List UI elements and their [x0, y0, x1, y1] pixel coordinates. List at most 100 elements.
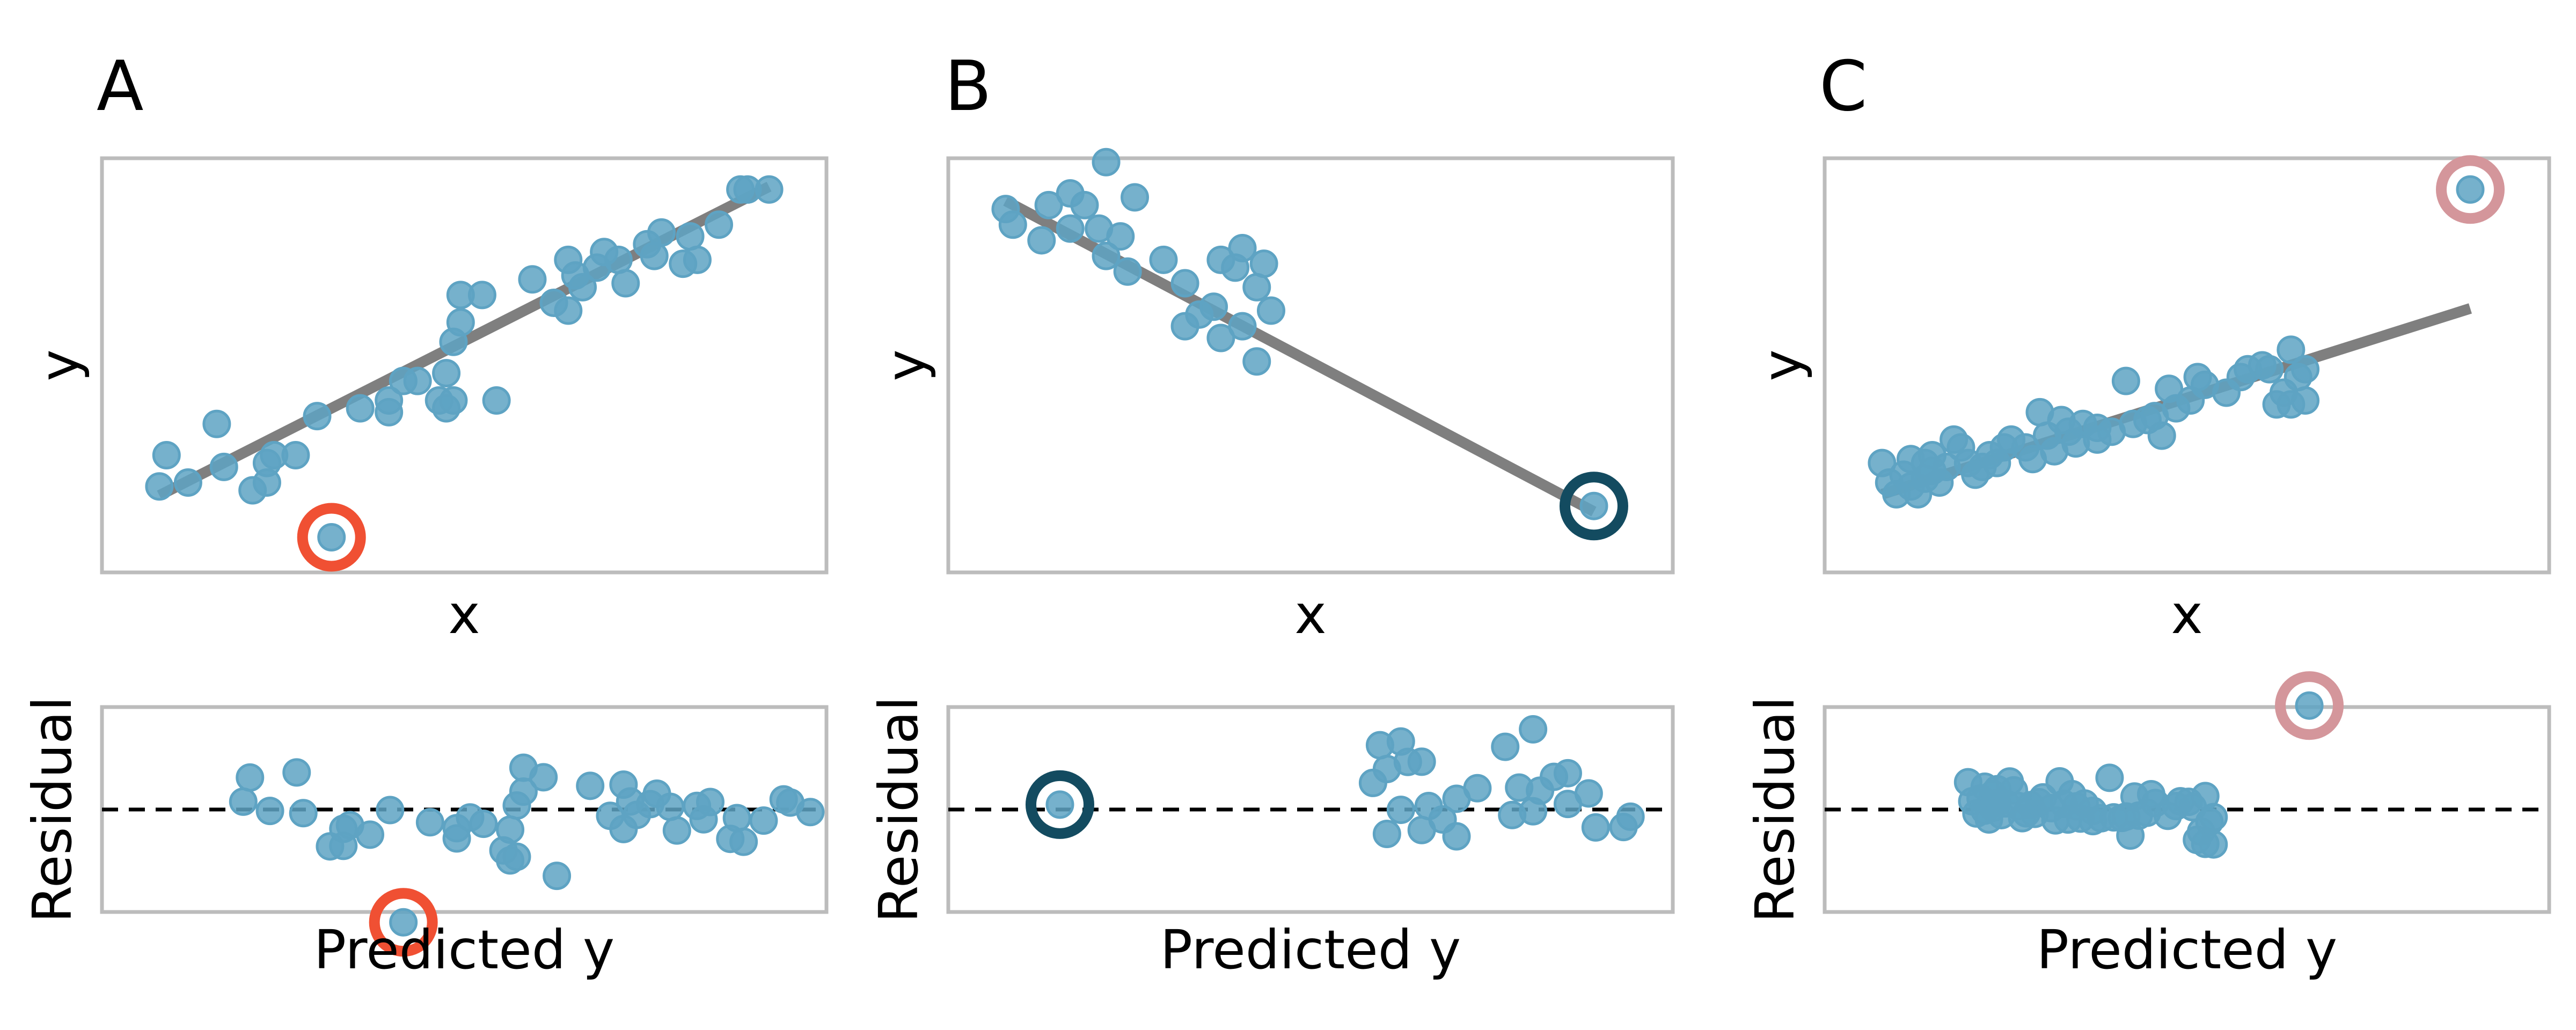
residual-point: [1505, 773, 1534, 802]
residual-point: [496, 815, 525, 844]
outlier-point: [2456, 175, 2485, 204]
data-point: [432, 359, 461, 388]
scatter-plot: x y: [874, 148, 1675, 646]
data-point: [647, 218, 676, 247]
residual-point: [529, 763, 558, 792]
outlier-residual-highlight-ring: [2275, 671, 2344, 740]
data-point: [1228, 234, 1257, 263]
residual-point: [749, 806, 778, 835]
data-point: [375, 386, 404, 415]
plot-frame: [100, 156, 829, 575]
residual-point: [282, 758, 311, 787]
data-point: [446, 308, 475, 337]
data-point: [2147, 421, 2176, 450]
panel-letter: A: [97, 47, 144, 127]
residual-point: [1358, 768, 1387, 797]
residual-point: [1498, 800, 1527, 829]
data-point: [467, 281, 496, 310]
data-point: [1149, 245, 1178, 274]
residual-point: [2095, 763, 2124, 792]
data-point: [281, 441, 310, 470]
panel-a: A x y Predicted y Residual: [21, 47, 829, 981]
outlier-highlight-ring: [297, 503, 366, 572]
residual-point: [1407, 815, 1436, 844]
data-point: [439, 386, 468, 415]
outlier-point: [317, 523, 346, 551]
residual-point: [1442, 784, 1471, 813]
outlier-residual-highlight-ring: [369, 888, 438, 957]
data-point: [2255, 355, 2284, 384]
data-point: [482, 386, 511, 415]
residual-y-axis-label: Residual: [867, 696, 930, 923]
data-point: [2277, 335, 2306, 364]
residual-points-layer: [229, 753, 825, 957]
plot-frame: [1823, 156, 2551, 575]
residual-point: [2199, 830, 2228, 859]
data-point: [1027, 226, 1056, 255]
residual-point: [1414, 791, 1443, 820]
residual-y-axis-label: Residual: [21, 696, 84, 923]
residual-point: [1609, 813, 1638, 842]
data-point: [1121, 183, 1150, 212]
residual-point: [236, 763, 265, 792]
residual-x-axis-label: Predicted y: [314, 918, 614, 981]
panel-c: C x y Predicted y Residual: [1744, 47, 2551, 981]
residual-point: [656, 792, 685, 821]
data-point: [705, 210, 734, 239]
data-point: [1228, 312, 1257, 341]
outlier-residual-highlight-ring: [1025, 770, 1094, 839]
data-point: [145, 472, 174, 501]
residual-point: [1372, 820, 1401, 849]
x-axis-label: x: [2171, 583, 2202, 646]
residual-point: [543, 862, 572, 891]
outlier-point: [1579, 491, 1608, 520]
residual-plot: Predicted y Residual: [867, 696, 1675, 981]
data-point: [518, 265, 547, 294]
residual-points-layer: [1025, 715, 1645, 851]
residual-point: [722, 804, 751, 833]
outlier-residual-point: [389, 908, 418, 937]
data-point: [202, 409, 231, 438]
data-point: [346, 394, 375, 423]
outlier-residual-point: [2295, 691, 2324, 720]
panel-b: B x y Predicted y Residual: [867, 47, 1675, 981]
data-point: [1199, 292, 1228, 321]
points-layer: [145, 175, 784, 572]
y-axis-label: y: [874, 349, 937, 381]
data-point: [2291, 355, 2320, 384]
data-point: [1256, 296, 1285, 325]
data-point: [1070, 190, 1099, 219]
residual-point: [1491, 732, 1520, 761]
residual-x-axis-label: Predicted y: [2037, 918, 2337, 981]
data-point: [1034, 190, 1063, 219]
residual-point: [1519, 715, 1548, 744]
scatter-plot: x y: [28, 156, 829, 646]
data-point: [1092, 148, 1121, 176]
data-point: [1206, 323, 1235, 352]
residual-y-axis-label: Residual: [1744, 696, 1806, 923]
plot-frame: [946, 156, 1675, 575]
residual-point: [415, 808, 444, 837]
data-point: [403, 366, 432, 395]
residual-plot: Predicted y Residual: [1744, 671, 2551, 981]
data-point: [1092, 241, 1121, 270]
residual-point: [696, 788, 724, 816]
residual-point: [376, 796, 405, 825]
data-point: [1056, 214, 1085, 243]
data-point: [152, 441, 181, 470]
data-point: [2291, 386, 2320, 415]
y-axis-label: y: [1751, 349, 1813, 381]
residual-point: [796, 798, 825, 827]
data-point: [1242, 347, 1271, 376]
data-point: [209, 452, 238, 481]
data-point: [1106, 222, 1135, 251]
residual-point: [662, 816, 691, 845]
data-point: [755, 175, 784, 204]
residual-points-layer: [1953, 671, 2344, 859]
outlier-highlight-ring: [2435, 155, 2505, 224]
data-point: [2111, 366, 2140, 395]
panel-letter: C: [1819, 47, 1867, 127]
residual-point: [469, 810, 498, 838]
data-point: [640, 241, 669, 270]
